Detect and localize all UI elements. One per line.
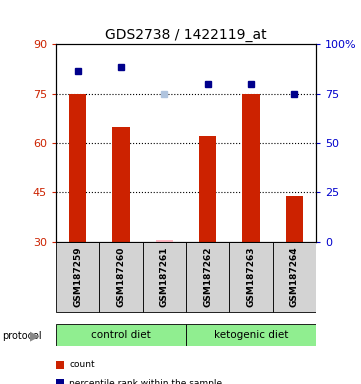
Bar: [286, 196, 303, 242]
Bar: [56, 242, 99, 312]
Bar: [186, 242, 229, 312]
Bar: [143, 242, 186, 312]
Text: ▶: ▶: [30, 329, 40, 343]
Text: count: count: [69, 360, 95, 369]
Text: GSM187260: GSM187260: [117, 247, 125, 307]
Bar: [273, 242, 316, 312]
Text: GSM187262: GSM187262: [203, 247, 212, 307]
Text: control diet: control diet: [91, 330, 151, 340]
Title: GDS2738 / 1422119_at: GDS2738 / 1422119_at: [105, 28, 267, 42]
Bar: [186, 324, 316, 346]
Bar: [99, 242, 143, 312]
Bar: [112, 127, 130, 242]
Text: protocol: protocol: [2, 331, 42, 341]
Text: ketogenic diet: ketogenic diet: [214, 330, 288, 340]
Bar: [156, 240, 173, 242]
Text: GSM187259: GSM187259: [73, 247, 82, 307]
Bar: [242, 94, 260, 242]
Bar: [56, 324, 186, 346]
Bar: [69, 94, 86, 242]
Text: GSM187263: GSM187263: [247, 247, 255, 307]
Text: GSM187264: GSM187264: [290, 247, 299, 307]
Bar: [199, 136, 216, 242]
Text: GSM187261: GSM187261: [160, 247, 169, 307]
Text: percentile rank within the sample: percentile rank within the sample: [69, 379, 222, 384]
Bar: [229, 242, 273, 312]
